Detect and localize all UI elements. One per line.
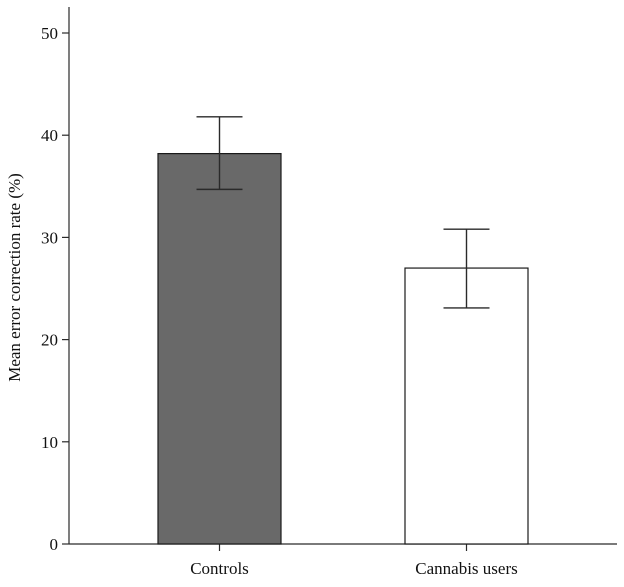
y-tick-label: 40 bbox=[41, 126, 58, 145]
bar-controls bbox=[157, 152, 282, 545]
error-bars-layer bbox=[196, 116, 490, 309]
x-tick-label: Controls bbox=[190, 559, 249, 578]
y-axis-title: Mean error correction rate (%) bbox=[5, 173, 24, 382]
bar-cannabis-users bbox=[404, 267, 529, 545]
labels-layer: Controls Cannabis users bbox=[190, 559, 518, 578]
bars-layer bbox=[157, 152, 529, 545]
y-tick-label: 50 bbox=[41, 24, 58, 43]
y-tick-label: 20 bbox=[41, 331, 58, 350]
y-tick-label: 0 bbox=[50, 535, 59, 554]
x-tick-label: Cannabis users bbox=[415, 559, 517, 578]
axes-layer: 0 10 20 30 40 50 Mean error correction rate (%… bbox=[5, 7, 617, 554]
y-tick-label: 30 bbox=[41, 228, 58, 247]
y-tick-label: 10 bbox=[41, 433, 58, 452]
